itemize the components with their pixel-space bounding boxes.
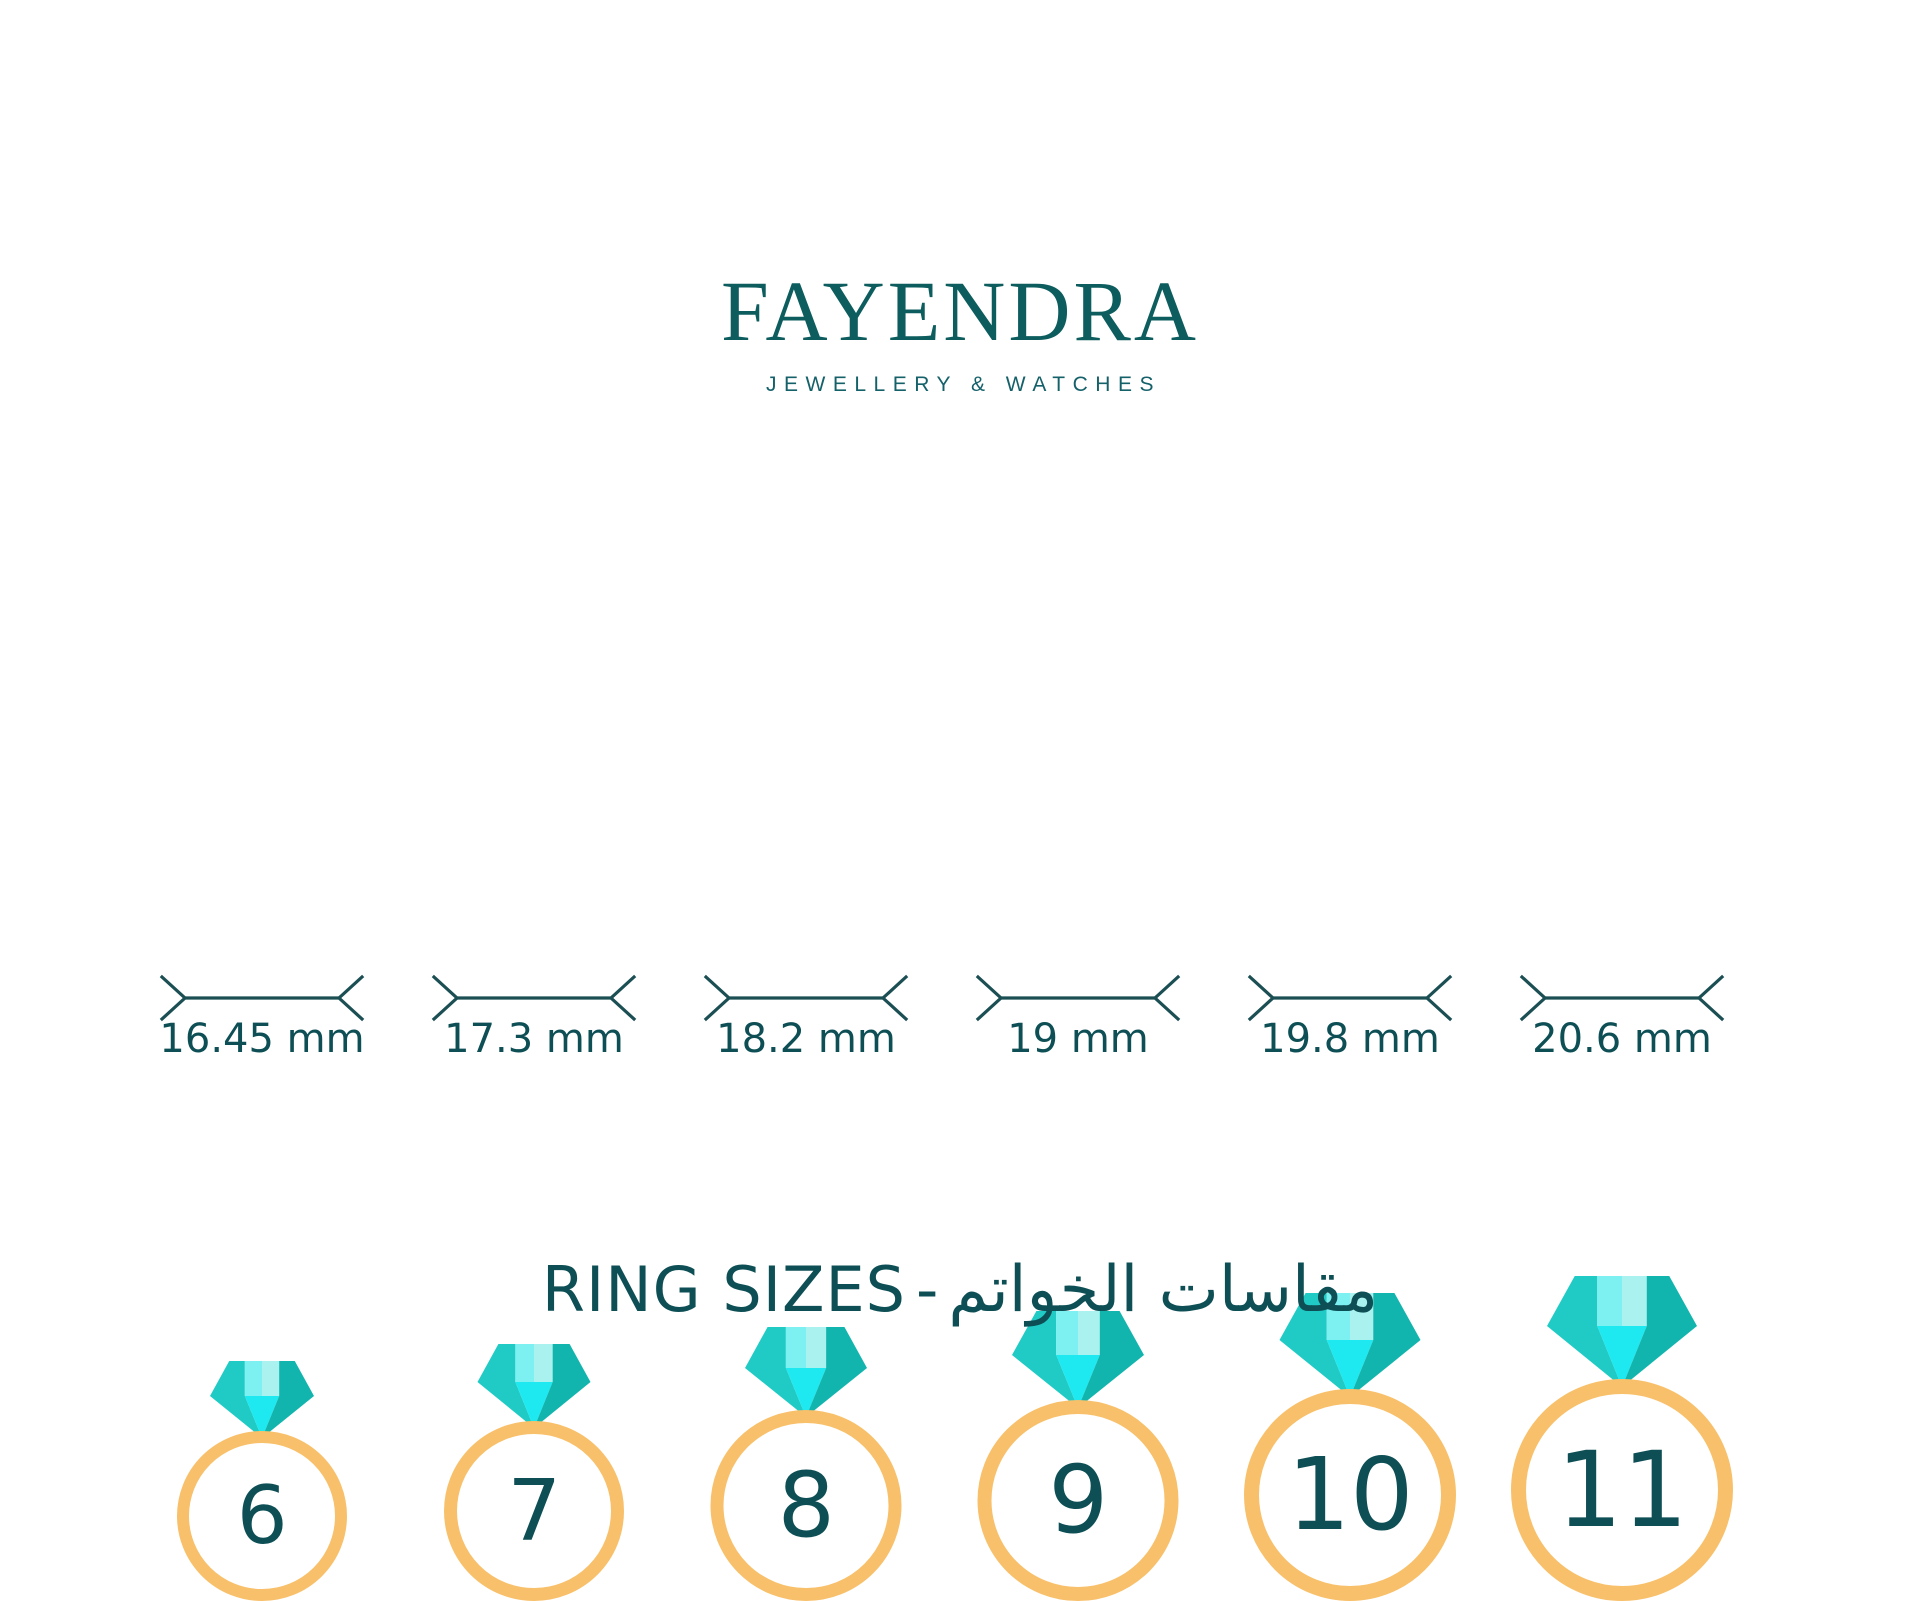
diamond-gem-icon: [1547, 1276, 1697, 1387]
dimension-arrow-icon: [1519, 974, 1725, 1022]
page-title-ar: مقاسات الخواتم: [948, 1253, 1379, 1327]
page-title-en: RING SIZES: [541, 1253, 907, 1326]
diamond-gem-icon: [745, 1327, 867, 1417]
ring-size-number: 11: [1556, 1429, 1688, 1551]
ring-band-icon: 9: [977, 1400, 1179, 1601]
ring-band-icon: 8: [710, 1410, 902, 1601]
dimension-arrow-icon: [703, 974, 909, 1022]
ring-size-number: 6: [236, 1469, 288, 1562]
ring-band-icon: 11: [1511, 1379, 1733, 1601]
page-title-separator: -: [916, 1253, 939, 1326]
ring-diameter-label: 19.8 mm: [1260, 1016, 1440, 1062]
dimension-arrow-icon: [431, 974, 637, 1022]
dimension-arrow-icon: [1247, 974, 1453, 1022]
ring-diameter-label: 16.45 mm: [159, 1016, 365, 1062]
ring-size-number: 9: [1048, 1445, 1108, 1555]
ring-diameter-label: 18.2 mm: [716, 1016, 896, 1062]
diamond-gem-icon: [477, 1344, 591, 1428]
dimension-arrow-icon: [159, 974, 365, 1022]
ring-size-number: 7: [507, 1461, 561, 1561]
ring-diameter-label: 20.6 mm: [1532, 1016, 1712, 1062]
diamond-gem-icon: [1012, 1311, 1144, 1408]
ring-band-icon: 7: [444, 1421, 624, 1601]
diamond-gem-icon: [1279, 1293, 1421, 1397]
ring-diameter-label: 17.3 mm: [444, 1016, 624, 1062]
brand-logo: FAYENDRA JEWELLERY & WATCHES: [0, 268, 1920, 395]
brand-wordmark: FAYENDRA: [721, 263, 1199, 359]
ring-band-icon: 6: [177, 1431, 347, 1601]
ring-size-number: 8: [777, 1452, 835, 1558]
ring-diameter-label: 19 mm: [1007, 1016, 1149, 1062]
brand-tagline: JEWELLERY & WATCHES: [766, 373, 1161, 396]
diamond-gem-icon: [210, 1361, 314, 1438]
page-title: RING SIZES - مقاسات الخواتم: [0, 1255, 1920, 1325]
dimension-arrow-icon: [975, 974, 1181, 1022]
ring-size-number: 10: [1286, 1436, 1414, 1553]
ring-band-icon: 10: [1244, 1389, 1456, 1601]
